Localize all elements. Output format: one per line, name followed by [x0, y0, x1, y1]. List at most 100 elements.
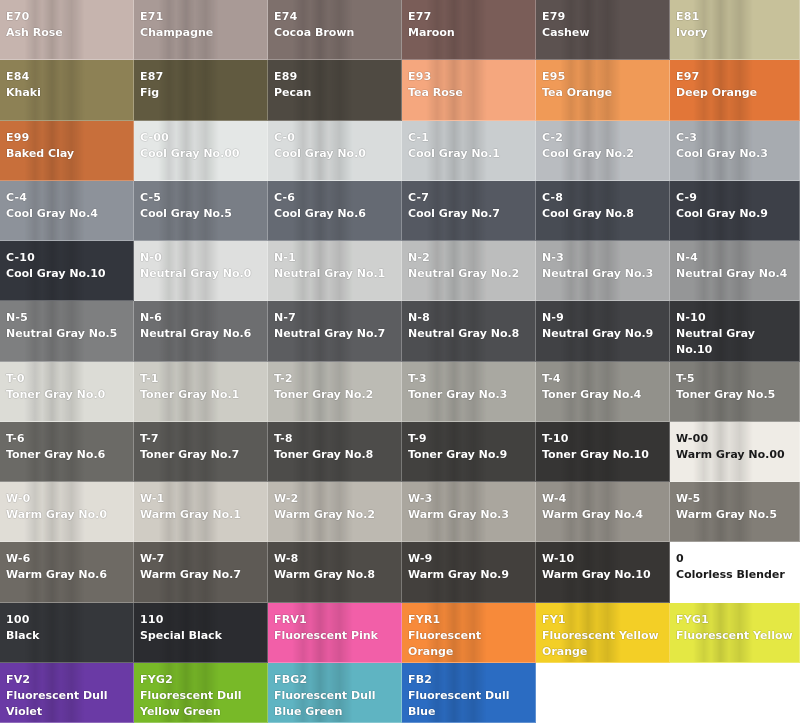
swatch-t-1: T-1 Toner Gray No.1	[134, 361, 268, 422]
swatch-code: E97	[676, 70, 700, 84]
swatch-c-6: C-6 Cool Gray No.6	[268, 180, 402, 241]
swatch-label: FYG2 Fluorescent Dull Yellow Green	[140, 673, 261, 720]
swatch-label: C-6 Cool Gray No.6	[274, 191, 395, 222]
swatch-code: W-7	[140, 552, 165, 566]
swatch-label: N-8 Neutral Gray No.8	[408, 311, 529, 342]
swatch-t-0: T-0 Toner Gray No.0	[0, 361, 134, 422]
swatch-label: N-10 Neutral Gray No.10	[676, 311, 793, 358]
swatch-name: Ivory	[676, 26, 708, 39]
swatch-code: W-9	[408, 552, 433, 566]
swatch-label: E97 Deep Orange	[676, 70, 793, 101]
swatch-code: FV2	[6, 672, 31, 686]
swatch-name: Warm Gray No.5	[676, 508, 778, 521]
swatch-code: E77	[408, 10, 432, 23]
swatch-name: Warm Gray No.10	[542, 568, 651, 582]
swatch-code: W-6	[6, 552, 31, 566]
swatch-c-9: C-9 Cool Gray No.9	[670, 180, 800, 241]
swatch-code: E74	[274, 10, 298, 23]
swatch-name: Warm Gray No.2	[274, 508, 376, 521]
swatch-name: Special Black	[140, 628, 222, 642]
swatch-label: E99 Baked Clay	[6, 131, 127, 162]
swatch-code: T-0	[6, 371, 25, 385]
swatch-label: N-7 Neutral Gray No.7	[274, 311, 395, 342]
swatch-label: FV2 Fluorescent Dull Violet	[6, 673, 127, 720]
swatch-t-6: T-6 Toner Gray No.6	[0, 421, 134, 482]
swatch-label: T-6 Toner Gray No.6	[6, 432, 127, 463]
swatch-label: T-8 Toner Gray No.8	[274, 432, 395, 463]
swatch-label: 110 Special Black	[140, 613, 261, 644]
swatch-label: FB2 Fluorescent Dull Blue	[408, 673, 529, 720]
swatch-label: W-2 Warm Gray No.2	[274, 492, 395, 523]
swatch-code: E70	[6, 10, 30, 23]
swatch-code: N-8	[408, 311, 431, 325]
swatch-code: FB2	[408, 672, 433, 686]
swatch-w-00: W-00 Warm Gray No.00	[670, 421, 800, 482]
swatch-label: W-3 Warm Gray No.3	[408, 492, 529, 523]
swatch-e77: E77 Maroon	[402, 0, 536, 61]
swatch-c-10: C-10 Cool Gray No.10	[0, 241, 134, 302]
swatch-name: Fluorescent Yellow Orange	[542, 628, 659, 658]
swatch-name: Cool Gray No.4	[6, 206, 98, 220]
swatch-name: Cool Gray No.2	[542, 146, 634, 160]
swatch-label: C-7 Cool Gray No.7	[408, 191, 529, 222]
swatch-name: Toner Gray No.2	[274, 387, 374, 401]
swatch-label: N-5 Neutral Gray No.5	[6, 311, 127, 342]
swatch-code: E89	[274, 70, 298, 84]
swatch-fy1: FY1 Fluorescent Yellow Orange	[536, 602, 670, 663]
swatch-code: T-3	[408, 371, 427, 385]
swatch-name: Toner Gray No.4	[542, 387, 642, 401]
swatch-n-4: N-4 Neutral Gray No.4	[670, 241, 800, 302]
swatch-n-9: N-9 Neutral Gray No.9	[536, 301, 670, 362]
swatch-w-3: W-3 Warm Gray No.3	[402, 482, 536, 543]
swatch-100: 100 Black	[0, 602, 134, 663]
swatch-name: Cool Gray No.3	[676, 146, 768, 160]
swatch-name: Toner Gray No.10	[542, 447, 649, 461]
swatch-name: Neutral Gray No.9	[542, 327, 654, 341]
swatch-label: N-9 Neutral Gray No.9	[542, 311, 663, 342]
swatch-label: W-1 Warm Gray No.1	[140, 492, 261, 523]
swatch-name: Warm Gray No.1	[140, 508, 242, 521]
swatch-name: Fluorescent Dull Blue	[408, 688, 510, 718]
swatch-name: Neutral Gray No.3	[542, 267, 654, 280]
swatch-w-1: W-1 Warm Gray No.1	[134, 482, 268, 543]
swatch-label: C-3 Cool Gray No.3	[676, 131, 793, 162]
swatch-t-2: T-2 Toner Gray No.2	[268, 361, 402, 422]
swatch-e81: E81 Ivory	[670, 0, 800, 61]
swatch-name: Toner Gray No.0	[6, 387, 106, 401]
swatch-name: Neutral Gray No.5	[6, 327, 118, 341]
swatch-c-2: C-2 Cool Gray No.2	[536, 120, 670, 181]
swatch-name: Cool Gray No.10	[6, 267, 106, 280]
swatch-label: E93 Tea Rose	[408, 70, 529, 101]
swatch-code: C-8	[542, 190, 564, 204]
swatch-code: C-0	[274, 130, 296, 144]
swatch-label: E77 Maroon	[408, 10, 529, 41]
swatch-code: W-3	[408, 492, 433, 505]
swatch-label: E71 Champagne	[140, 10, 261, 41]
swatch-code: FYR1	[408, 612, 441, 626]
swatch-label: E95 Tea Orange	[542, 70, 663, 101]
swatch-name: Fluorescent Yellow	[676, 628, 793, 642]
swatch-code: N-1	[274, 251, 297, 264]
swatch-name: Cool Gray No.8	[542, 206, 634, 220]
swatch-code: W-0	[6, 492, 31, 505]
swatch-code: N-7	[274, 311, 297, 325]
swatch-code: T-6	[6, 431, 25, 445]
swatch-name: Baked Clay	[6, 146, 75, 160]
swatch-n-7: N-7 Neutral Gray No.7	[268, 301, 402, 362]
swatch-label: FYG1 Fluorescent Yellow	[676, 613, 793, 644]
swatch-label: C-9 Cool Gray No.9	[676, 191, 793, 222]
swatch-name: Warm Gray No.4	[542, 508, 644, 521]
swatch-name: Warm Gray No.9	[408, 568, 510, 582]
swatch-name: Black	[6, 628, 40, 642]
swatch-code: E99	[6, 130, 30, 144]
swatch-n-3: N-3 Neutral Gray No.3	[536, 241, 670, 302]
swatch-name: Neutral Gray No.1	[274, 267, 386, 280]
swatch-code: N-9	[542, 311, 565, 325]
swatch-code: 0	[676, 552, 684, 566]
swatch-code: C-5	[140, 190, 162, 204]
swatch-name: Toner Gray No.1	[140, 387, 240, 401]
swatch-name: Tea Orange	[542, 86, 613, 100]
swatch-c-3: C-3 Cool Gray No.3	[670, 120, 800, 181]
swatch-code: N-3	[542, 251, 565, 264]
swatch-fyg1: FYG1 Fluorescent Yellow	[670, 602, 800, 663]
